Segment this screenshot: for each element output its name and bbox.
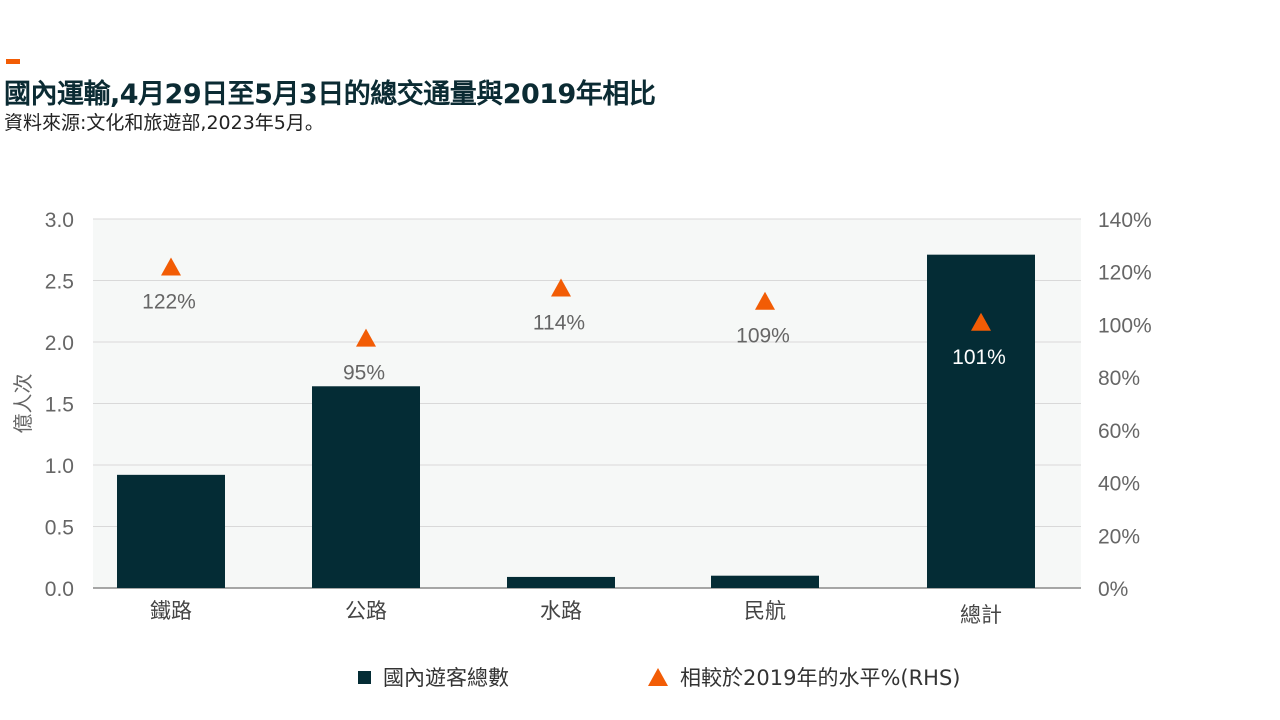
y-tick-label: 0.5 [45,517,74,540]
data-label: 95% [343,362,385,385]
chart-subtitle: 資料來源:文化和旅遊部,2023年5月。 [4,112,324,134]
chart-title: 國內運輸,4月29日至5月3日的總交通量與2019年相比 [4,79,656,110]
triangle-marker [161,257,181,276]
legend-swatch-square [358,670,371,684]
data-label: 101% [952,346,1006,369]
x-tick-label: 鐵路 [150,599,192,623]
y2-tick-label: 40% [1098,473,1140,496]
bar [711,575,819,588]
x-tick-label: 民航 [744,599,786,623]
y-tick-label: 2.5 [45,271,74,294]
triangle-icon [648,668,668,686]
y2-tick-label: 20% [1098,525,1140,548]
bar [312,386,420,588]
x-tick-label: 公路 [345,599,387,623]
x-tick-label: 總計 [960,603,1002,627]
y2-tick-label: 140% [1098,209,1152,232]
triangle-marker [356,328,376,347]
y-tick-label: 3.0 [45,209,74,232]
accent-bar [6,59,20,64]
y-tick-label: 1.5 [45,394,74,417]
bar [117,474,225,588]
triangle-marker [755,291,775,310]
y-tick-label: 1.0 [45,455,74,478]
legend-label-bars: 國內遊客總數 [383,666,509,690]
y2-tick-label: 80% [1098,367,1140,390]
y2-tick-label: 100% [1098,314,1152,337]
y2-tick-label: 0% [1098,578,1128,601]
x-tick-label: 水路 [540,599,582,623]
data-label: 109% [736,325,790,348]
y2-tick-label: 120% [1098,262,1152,285]
y-tick-label: 0.0 [45,578,74,601]
bar [507,576,615,588]
triangle-marker [971,312,991,331]
data-label: 122% [142,290,196,313]
data-label: 114% [533,312,585,335]
y2-tick-label: 60% [1098,420,1140,443]
legend-item-bars: 國內遊客總數 [358,662,509,692]
legend-label-markers: 相較於2019年的水平%(RHS) [680,666,961,690]
y-tick-label: 2.0 [45,332,74,355]
y-axis-label: 億人次 [11,374,35,434]
legend-item-markers: 相較於2019年的水平%(RHS) [648,662,961,692]
bar [927,254,1035,589]
triangle-marker [551,278,571,297]
